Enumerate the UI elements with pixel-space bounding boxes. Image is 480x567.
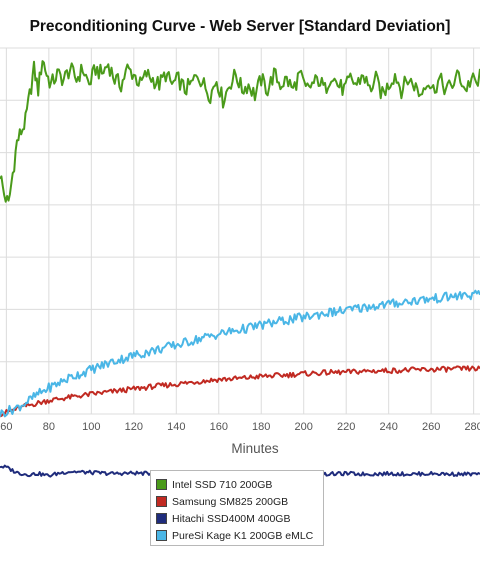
legend-label: Samsung SM825 200GB [172,495,289,508]
x-axis-ticks: 60 80 100 120 140 160 180 200 220 240 260 280 [0,421,480,433]
x-tick-label: 260 [422,421,440,433]
legend-swatch [156,496,167,507]
series-lines [0,60,480,478]
x-tick-label: 220 [337,421,355,433]
x-tick-label: 80 [43,421,55,433]
x-tick-label: 200 [295,421,313,433]
legend-label: Intel SSD 710 200GB [172,478,273,491]
legend-label: PureSi Kage K1 200GB eMLC [172,529,314,542]
legend-label: Hitachi SSD400M 400GB [172,512,291,525]
legend-swatch [156,513,167,524]
legend-swatch [156,530,167,541]
legend: Intel SSD 710 200GB Samsung SM825 200GB Hi… [150,470,324,546]
chart-title: Preconditioning Curve - Web Server [Stan… [29,18,451,35]
legend-item: Intel SSD 710 200GB [156,476,319,493]
legend-swatch [156,479,167,490]
x-tick-label: 120 [125,421,143,433]
legend-item: Hitachi SSD400M 400GB [156,510,319,527]
x-tick-label: 280 [464,421,480,433]
grid [0,47,480,415]
x-tick-label: 240 [379,421,397,433]
x-tick-label: 160 [210,421,228,433]
x-tick-label: 180 [252,421,270,433]
x-tick-label: 60 [0,421,12,433]
series-line [0,60,480,203]
legend-item: Samsung SM825 200GB [156,493,319,510]
x-axis-label: Minutes [231,441,279,456]
x-tick-label: 140 [167,421,185,433]
series-line [0,289,480,418]
series-line [0,365,480,418]
legend-item: PureSi Kage K1 200GB eMLC [156,527,319,544]
x-tick-label: 100 [82,421,100,433]
